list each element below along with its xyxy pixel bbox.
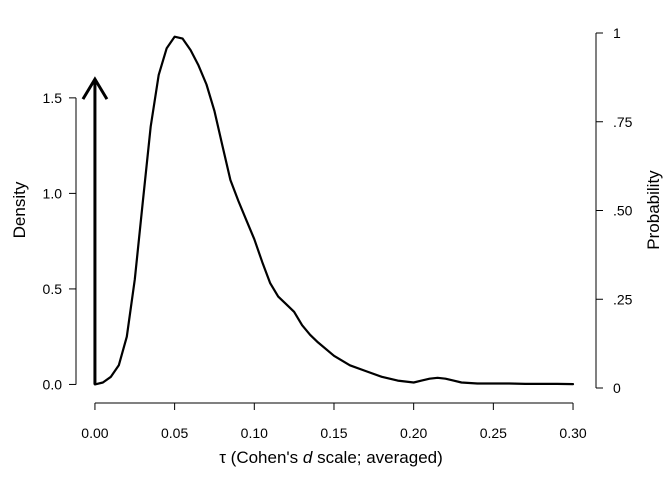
x-tick-label: 0.05 [161,425,188,441]
axes-group: 0.00 0.05 0.10 0.15 0.20 0.25 0.300.00.51.01.5… [43,25,633,441]
y-right-tick-label: 0 [613,380,621,396]
x-axis-title-italic: d [303,448,313,467]
y-right-tick-label: .75 [613,114,633,130]
x-axis-title: τ (Cohen's d scale; averaged) [219,448,443,467]
y-right-tick-label: 1 [613,25,621,41]
y-axis-left-title: Density [10,181,29,238]
y-left-tick-label: 1.5 [43,90,63,106]
x-tick-label: 0.10 [241,425,268,441]
x-tick-label: 0.00 [81,425,108,441]
x-tick-label: 0.20 [400,425,427,441]
y-left-tick-label: 0.0 [43,376,63,392]
x-tick-label: 0.30 [559,425,586,441]
y-axis-right-title: Probability [644,170,663,250]
y-left-tick-label: 1.0 [43,185,63,201]
x-tick-label: 0.25 [480,425,507,441]
x-tick-label: 0.15 [320,425,347,441]
y-right-tick-label: .50 [613,203,633,219]
x-axis-title-prefix: τ (Cohen's [219,448,303,467]
y-left-tick-label: 0.5 [43,281,63,297]
density-line [93,35,575,386]
x-axis-title-suffix: scale; averaged) [312,448,442,467]
marks-group [81,35,575,386]
spike-arrow-head [81,76,109,100]
y-right-tick-label: .25 [613,291,633,307]
